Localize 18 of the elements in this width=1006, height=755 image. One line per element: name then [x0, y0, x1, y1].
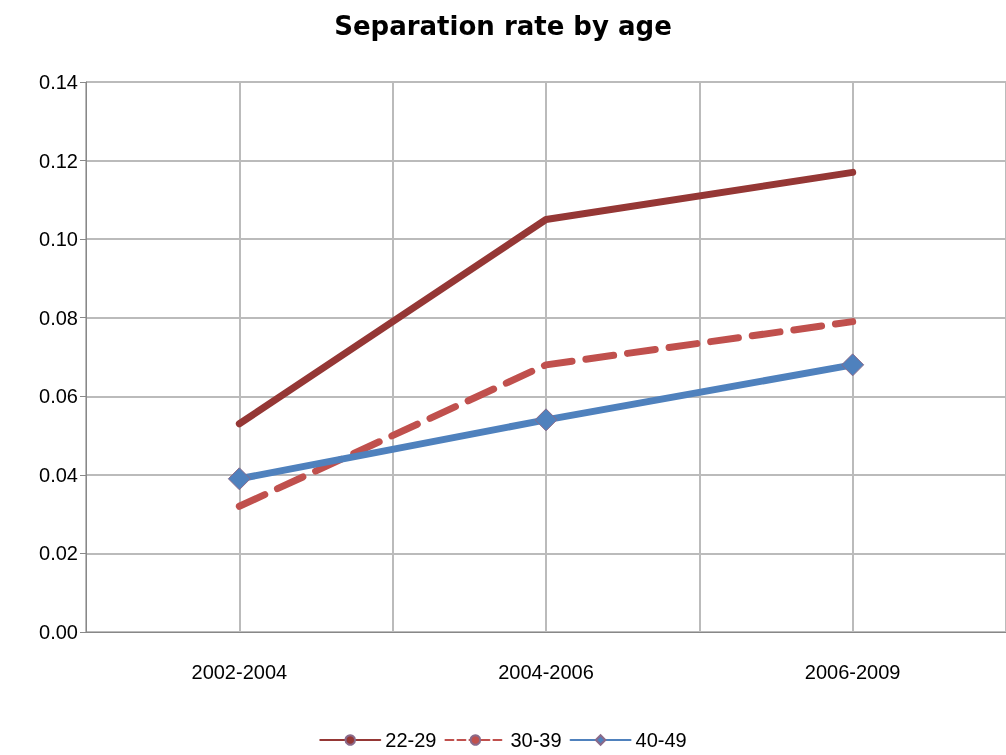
legend-label: 30-39 — [510, 729, 562, 751]
y-tick-label: 0.14 — [39, 71, 78, 93]
point — [534, 408, 558, 432]
legend-label: 22-29 — [385, 729, 437, 751]
legend-label: 40-49 — [635, 729, 687, 751]
y-tick-label: 0.08 — [39, 306, 78, 329]
y-tick-label: 0.04 — [39, 463, 78, 486]
x-tick-label: 2002-2004 — [191, 661, 288, 683]
y-tick-label: 0.10 — [39, 228, 78, 251]
y-tick-label: 0.06 — [39, 385, 78, 408]
y-tick-label: 0.02 — [39, 542, 78, 565]
y-tick-label: 0.12 — [39, 149, 78, 172]
chart-title: Separation rate by age — [334, 11, 672, 41]
y-tick-label: 0.00 — [39, 621, 78, 643]
point — [227, 467, 251, 491]
point — [841, 353, 865, 377]
x-tick-label: 2004-2006 — [498, 661, 594, 683]
x-tick-label: 2006-2009 — [804, 661, 901, 683]
